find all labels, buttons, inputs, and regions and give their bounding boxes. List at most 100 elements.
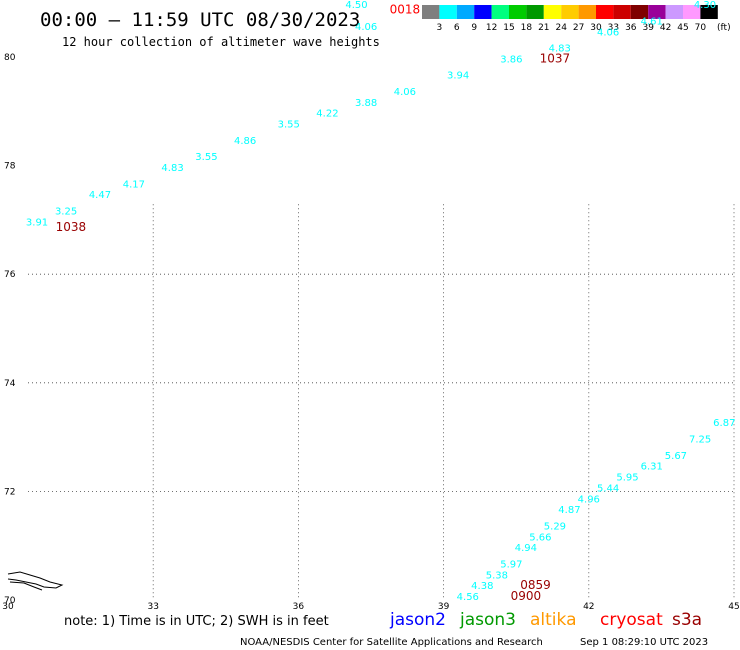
color-scale-label: 42 [660,23,671,33]
wave-height-value: 4.94 [515,543,537,554]
x-tick-label: 36 [293,602,305,612]
wave-height-value: 4.22 [316,109,338,120]
y-tick-label: 78 [4,162,16,172]
color-scale-label: 70 [695,23,707,33]
wave-height-value: 4.50 [345,0,367,11]
grid-lines [28,204,735,600]
pass-time-label: 1037 [540,51,571,65]
axis-ticks: 30 33 36 39 42 45 70 72 74 76 78 80 [2,53,739,612]
pass-time-label: 1038 [56,220,87,234]
wave-height-value: 3.86 [500,54,522,65]
y-tick-label: 76 [4,270,16,280]
color-swatch [491,5,509,19]
color-scale-label: 15 [503,23,514,33]
wave-height-value: 4.06 [355,22,377,33]
wave-height-value: 3.88 [355,98,377,109]
wave-height-value: 4.86 [234,136,256,147]
color-swatch [578,5,596,19]
color-scale-label: 6 [454,23,460,33]
wave-height-value: 7.25 [689,435,711,446]
wave-height-value: 4.83 [161,163,183,174]
wave-height-value: 5.44 [597,483,619,494]
color-scale-unit: (ft) [717,23,731,33]
color-swatch [509,5,527,19]
wave-height-value: 3.55 [195,152,217,163]
color-swatch [439,5,457,19]
footer-note: note: 1) Time is in UTC; 2) SWH is in fe… [64,614,329,629]
wave-height-value: 5.67 [665,451,687,462]
color-swatch [474,5,492,19]
wave-height-value: 5.95 [616,473,638,484]
wave-height-value: 3.55 [278,120,300,131]
color-scale-label: 3 [437,23,443,33]
x-tick-label: 42 [583,602,594,612]
wave-height-value: 5.29 [544,521,566,532]
wave-height-value: 4.61 [641,16,663,27]
wave-height-value: 5.66 [529,532,551,543]
coastline [7,571,64,591]
chart-title: 00:00 – 11:59 UTC 08/30/2023 [40,9,360,31]
color-swatch [613,5,631,19]
color-scale-legend: 3 6 9 12 15 18 21 24 27 30 33 36 39 42 45 70 (ft) [422,5,731,33]
x-tick-label: 45 [728,602,739,612]
wave-height-value: 3.94 [447,71,469,82]
color-scale-label: 12 [486,23,497,33]
color-swatch [422,5,440,19]
wave-height-value: 4.56 [457,592,479,603]
color-scale-label: 36 [625,23,637,33]
wave-height-value: 4.06 [394,87,416,98]
wave-height-value: 5.38 [486,570,508,581]
wave-height-value: 4.17 [123,179,145,190]
x-tick-label: 33 [147,602,158,612]
color-swatch [456,5,475,19]
y-tick-label: 72 [4,487,15,497]
satellite-name: s3a [672,610,702,630]
color-scale-label: 9 [471,23,477,33]
color-scale-label: 45 [677,23,688,33]
color-swatch [596,5,614,19]
satellite-name: jason3 [459,610,516,630]
color-scale-label: 21 [538,23,549,33]
chart-subtitle: 12 hour collection of altimeter wave hei… [62,35,380,49]
satellite-legend: jason2 jason3 altika cryosat s3a [389,610,702,630]
wave-height-value: 4.06 [597,27,619,38]
color-scale-label: 39 [642,23,654,33]
color-scale-label: 24 [555,23,567,33]
color-scale-label: 33 [608,23,619,33]
pass-time-label: 0900 [511,589,542,603]
footer-timestamp: Sep 1 08:29:10 UTC 2023 [580,637,708,648]
color-swatch [683,5,701,19]
footer-credit: NOAA/NESDIS Center for Satellite Applica… [240,637,543,648]
satellite-name: altika [530,610,577,630]
satellite-name: cryosat [600,610,663,630]
color-swatch [561,5,579,19]
color-swatch [700,5,718,19]
wave-height-value: 4.47 [89,190,111,201]
wave-height-value: 4.87 [558,505,580,516]
y-tick-label: 74 [4,379,16,389]
pass-time-label: 0859 [520,578,551,592]
wave-height-value: 6.87 [713,418,735,429]
wave-height-value: 4.38 [471,581,493,592]
satellite-name: jason2 [389,610,446,630]
wave-height-value: 3.91 [26,217,48,228]
wave-height-value: 4.83 [549,44,571,55]
y-tick-label: 80 [4,53,16,63]
color-swatch [648,5,666,19]
color-swatch [665,5,683,19]
pass-time-label: 0018 [390,3,421,17]
wave-height-value: 6.31 [641,462,663,473]
color-swatch [543,5,562,19]
x-tick-label: 39 [438,602,450,612]
color-scale-label: 30 [590,23,602,33]
color-swatch [526,5,544,19]
wave-height-points: 3.91 3.25 4.47 4.17 4.83 3.55 4.86 3.55 4.22 3.88… [26,0,736,603]
color-scale-label: 18 [521,23,533,33]
color-swatch [630,5,649,19]
wave-height-value: 4.96 [578,494,600,505]
wave-height-value: 5.97 [500,559,522,570]
y-tick-label: 70 [4,596,16,606]
